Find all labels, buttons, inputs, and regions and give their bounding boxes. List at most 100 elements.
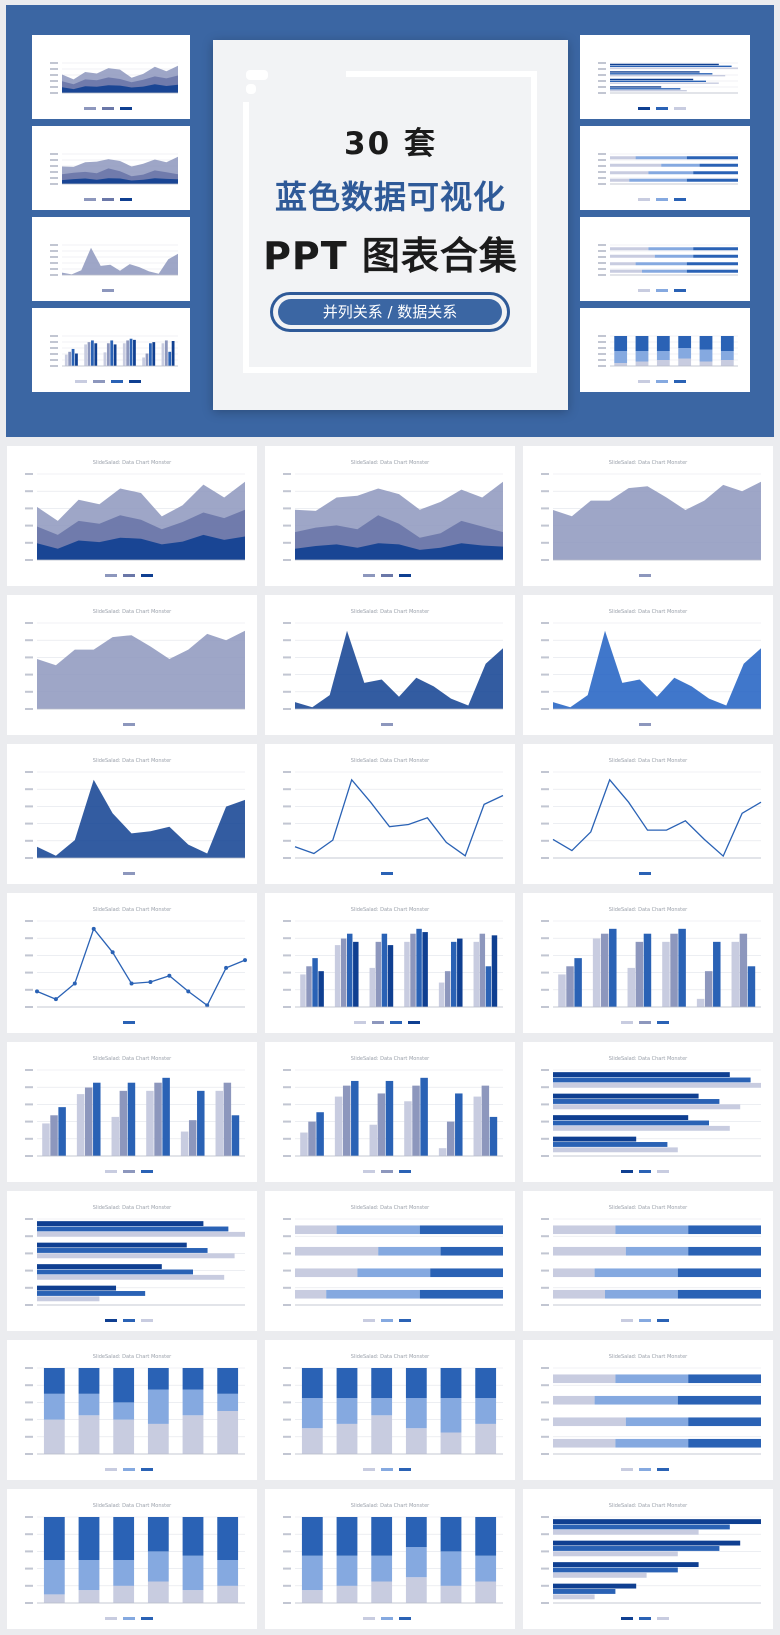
plot-area	[283, 920, 503, 1008]
chart-thumbnail[interactable]	[580, 217, 750, 301]
chart-thumbnail[interactable]: SlideSalad: Data Chart Monster	[7, 595, 257, 735]
bar-segment	[371, 1555, 393, 1582]
plot-area	[541, 622, 761, 710]
chart-title: SlideSalad: Data Chart Monster	[92, 758, 172, 764]
chart-thumbnail[interactable]: SlideSalad: Data Chart Monster	[7, 446, 257, 586]
chart-thumbnail[interactable]	[32, 126, 190, 210]
bar-segment	[295, 1289, 327, 1299]
chart-thumbnail[interactable]: SlideSalad: Data Chart Monster	[265, 1340, 515, 1480]
chart-thumbnail[interactable]: SlideSalad: Data Chart Monster	[7, 1042, 257, 1182]
chart-thumbnail[interactable]: SlideSalad: Data Chart Monster	[523, 595, 773, 735]
chart-svg	[541, 1516, 761, 1620]
chart-thumbnail[interactable]: SlideSalad: Data Chart Monster	[523, 1042, 773, 1182]
bar	[627, 967, 636, 1007]
chart-thumbnail[interactable]: SlideSalad: Data Chart Monster	[265, 893, 515, 1033]
chart-thumbnail[interactable]: SlideSalad: Data Chart Monster	[265, 1489, 515, 1629]
y-tick-label	[541, 971, 549, 974]
chart-svg	[283, 1218, 503, 1322]
chart-thumbnail[interactable]: SlideSalad: Data Chart Monster	[7, 1340, 257, 1480]
chart-thumbnail[interactable]: SlideSalad: Data Chart Monster	[523, 893, 773, 1033]
legend-entry	[656, 107, 668, 110]
chart-thumbnail[interactable]	[32, 217, 190, 301]
bar	[171, 341, 175, 366]
bar	[553, 1115, 689, 1121]
chart-svg	[283, 1516, 503, 1620]
legend	[363, 1617, 411, 1620]
data-point	[148, 979, 153, 984]
bar-segment	[635, 351, 649, 362]
legend	[639, 723, 651, 726]
chart-thumbnail[interactable]: SlideSalad: Data Chart Monster	[7, 893, 257, 1033]
legend-entry	[674, 380, 686, 383]
y-tick-label	[25, 541, 33, 544]
chart-thumbnail[interactable]	[580, 308, 750, 392]
bar-segment	[625, 1246, 689, 1256]
legend-entry	[408, 1021, 420, 1024]
legend-entry	[639, 1468, 651, 1471]
legend	[638, 380, 686, 383]
bar-segment	[614, 351, 628, 363]
chart-thumbnail[interactable]: SlideSalad: Data Chart Monster	[7, 1191, 257, 1331]
y-tick-label	[598, 353, 606, 355]
series-line	[36, 927, 246, 1007]
y-tick-label	[283, 524, 291, 527]
chart-title: SlideSalad: Data Chart Monster	[350, 1503, 430, 1509]
bar-segment	[217, 1585, 239, 1603]
bar-segment	[43, 1560, 65, 1595]
bar-segment	[419, 1289, 503, 1299]
legend-entry	[363, 1617, 375, 1620]
y-tick-label	[541, 771, 549, 773]
bar-segment	[625, 1417, 689, 1427]
bar	[106, 343, 110, 366]
chart-thumbnail[interactable]	[580, 35, 750, 119]
legend-entry	[381, 1468, 393, 1471]
bar-segment	[656, 351, 670, 360]
bar	[50, 1115, 58, 1156]
chart-thumbnail[interactable]: SlideSalad: Data Chart Monster	[265, 595, 515, 735]
y-tick-label	[50, 74, 58, 76]
legend-entry	[102, 107, 114, 110]
bar-segment	[182, 1555, 204, 1591]
bar	[223, 1082, 232, 1156]
y-tick-label	[283, 1384, 291, 1387]
y-tick-label	[283, 656, 291, 659]
cover-number: 30 套	[344, 126, 437, 162]
chart-svg	[541, 771, 762, 875]
bar	[306, 966, 312, 1007]
y-tick-label	[598, 274, 606, 276]
chart-thumbnail[interactable]: SlideSalad: Data Chart Monster	[523, 1191, 773, 1331]
bar-segment	[182, 1517, 204, 1556]
chart-thumbnail[interactable]: SlideSalad: Data Chart Monster	[523, 446, 773, 586]
y-tick-label	[25, 771, 33, 773]
bar-segment	[336, 1225, 420, 1235]
bar	[188, 1120, 197, 1156]
y-tick-label	[25, 937, 33, 940]
legend	[354, 1021, 420, 1024]
chart-thumbnail[interactable]: SlideSalad: Data Chart Monster	[523, 1340, 773, 1480]
bar-segment	[440, 1432, 462, 1454]
legend-entry	[674, 198, 686, 201]
bar	[37, 1296, 100, 1302]
chart-thumbnail[interactable]: SlideSalad: Data Chart Monster	[265, 744, 515, 884]
y-tick-label	[283, 788, 291, 791]
chart-thumbnail[interactable]: SlideSalad: Data Chart Monster	[265, 1191, 515, 1331]
chart-thumbnail[interactable]: SlideSalad: Data Chart Monster	[523, 744, 773, 884]
chart-thumbnail[interactable]	[32, 308, 190, 392]
bar	[215, 1090, 224, 1156]
chart-thumbnail[interactable]: SlideSalad: Data Chart Monster	[7, 1489, 257, 1629]
chart-title: SlideSalad: Data Chart Monster	[608, 1354, 688, 1360]
data-point	[72, 981, 77, 986]
bar-segment	[43, 1517, 65, 1560]
chart-thumbnail[interactable]: SlideSalad: Data Chart Monster	[7, 744, 257, 884]
chart-thumbnail[interactable]: SlideSalad: Data Chart Monster	[523, 1489, 773, 1629]
chart-thumbnail[interactable]	[580, 126, 750, 210]
y-tick-label	[50, 159, 58, 161]
bar	[610, 80, 706, 82]
data-point	[205, 1003, 210, 1008]
chart-thumbnail[interactable]: SlideSalad: Data Chart Monster	[265, 1042, 515, 1182]
chart-svg	[283, 473, 503, 577]
y-tick-label	[541, 524, 549, 527]
chart-thumbnail[interactable]: SlideSalad: Data Chart Monster	[265, 446, 515, 586]
chart-thumbnail[interactable]	[32, 35, 190, 119]
y-tick-label	[25, 805, 33, 808]
